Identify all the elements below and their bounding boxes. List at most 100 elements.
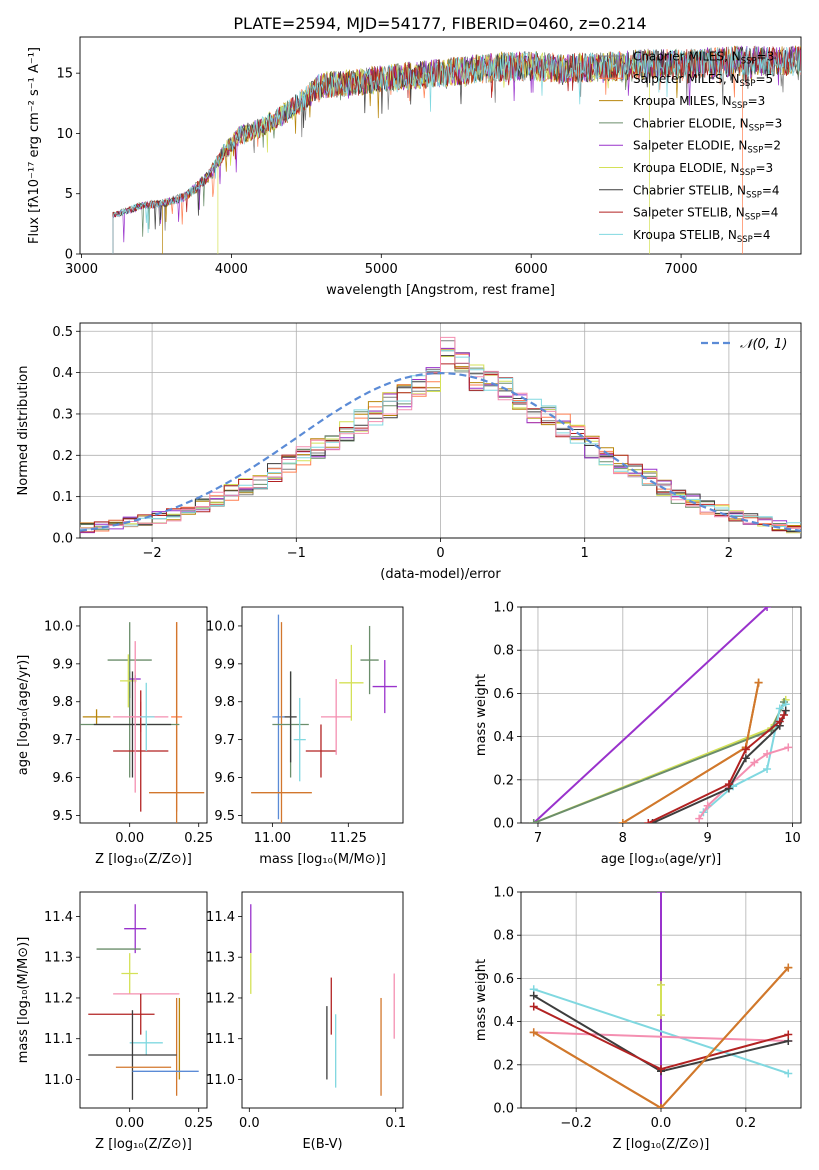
y-tick-label: 9.5 — [214, 809, 235, 824]
weight-marker — [763, 607, 772, 611]
weight-line — [533, 701, 785, 823]
x-tick-label: 5000 — [365, 262, 398, 277]
panel-residual_histogram: −2 −1 0 1 2 0.0 0.1 0.2 0.3 0.4 0.5 (data-model)/er… — [16, 322, 802, 582]
weight-line — [533, 988, 789, 1075]
y-axis-label: mass [log₁₀(M/M⊙)] — [16, 937, 31, 1064]
y-tick-label: 11.2 — [44, 991, 73, 1006]
x-tick-label: 0.0 — [651, 1116, 672, 1131]
weight-marker — [784, 963, 793, 972]
y-tick-label: 0.2 — [493, 773, 514, 788]
figure-title: PLATE=2594, MJD=54177, FIBERID=0460, z=0… — [233, 14, 646, 33]
panel-age_vs_mass: 11.00 11.25 9.5 9.6 9.7 9.8 9.9 10.0 mass [log₁₀… — [206, 606, 404, 867]
y-tick-label: 9.5 — [52, 809, 73, 824]
weight-line — [533, 966, 790, 1108]
weight-marker — [750, 758, 759, 767]
weight-marker — [529, 991, 538, 1000]
legend-suffix: =4 — [761, 206, 779, 220]
weight-marker — [741, 745, 750, 754]
axes-frame — [79, 606, 208, 824]
x-tick-label: 6000 — [515, 262, 548, 277]
legend-entry: Kroupa ELODIE, NSSP=3 — [633, 161, 773, 178]
y-tick-label: 11.2 — [206, 991, 235, 1006]
weight-marker — [703, 801, 712, 810]
axes-frame — [79, 36, 802, 255]
x-axis-label: mass [log₁₀(M/M⊙)] — [259, 852, 386, 867]
x-tick-label: 0.00 — [115, 1116, 144, 1131]
y-tick-label: 11.0 — [44, 1073, 73, 1088]
histogram-step — [80, 336, 801, 529]
y-tick-label: 9.8 — [214, 695, 235, 710]
axes-frame — [79, 891, 208, 1109]
weight-marker — [775, 704, 784, 713]
y-tick-label: 0.6 — [493, 972, 514, 987]
weight-marker — [695, 814, 704, 823]
x-tick-label: 8 — [619, 831, 627, 846]
x-tick-label: −0.2 — [560, 1116, 592, 1131]
y-axis-label: age [log₁₀(age/yr)] — [16, 655, 31, 776]
y-tick-label: 10 — [56, 127, 73, 142]
legend-subscript: SSP — [749, 123, 765, 133]
y-tick-label: 0.5 — [52, 325, 73, 340]
y-tick-label: 11.1 — [206, 1032, 235, 1047]
weight-marker — [763, 749, 772, 758]
x-tick-label: −1 — [287, 546, 306, 561]
plot-area — [529, 892, 793, 1108]
y-tick-label: 15 — [56, 67, 73, 82]
plot-area — [251, 614, 397, 823]
y-tick-label: 0.1 — [52, 490, 73, 505]
legend-subscript: SSP — [745, 213, 761, 223]
y-tick-label: 0.2 — [493, 1058, 514, 1073]
legend-subscript: SSP — [740, 79, 756, 89]
x-tick-label: −2 — [143, 546, 162, 561]
weight-marker — [618, 819, 627, 823]
panel-mass_vs_Z: 0.00 0.25 11.0 11.1 11.2 11.3 11.4 Z [log₁₀(Z/Z… — [16, 891, 213, 1152]
x-axis-label: wavelength [Angstrom, rest frame] — [326, 283, 555, 298]
legend-entry: Salpeter MILES, NSSP=5 — [633, 72, 773, 89]
x-tick-label: 1 — [581, 546, 589, 561]
plot-area — [529, 607, 793, 823]
y-tick-label: 11.1 — [44, 1032, 73, 1047]
weight-marker — [784, 743, 793, 752]
panel-mass_weight_vs_Z: −0.2 0.0 0.2 0.0 0.2 0.4 0.6 0.8 1.0 Z [log₁₀(Z/Z… — [474, 886, 802, 1152]
legend-suffix: =4 — [753, 228, 771, 242]
weight-marker — [781, 706, 790, 715]
x-axis-label: Z [log₁₀(Z/Z⊙)] — [95, 852, 192, 867]
x-tick-label: 11.25 — [330, 831, 367, 846]
y-axis-label: mass weight — [474, 674, 489, 756]
legend-entry: Kroupa MILES, NSSP=3 — [633, 94, 765, 111]
plot-area — [250, 904, 395, 1096]
weight-marker — [657, 1104, 665, 1108]
x-tick-label: 0.00 — [115, 831, 144, 846]
y-tick-label: 9.9 — [52, 657, 73, 672]
x-axis-label: age [log₁₀(age/yr)] — [601, 852, 722, 867]
y-tick-label: 0.2 — [52, 449, 73, 464]
x-tick-label: 7 — [534, 831, 542, 846]
legend-suffix: =3 — [765, 116, 783, 130]
x-tick-label: 0.0 — [239, 1116, 260, 1131]
x-tick-label: 4000 — [215, 262, 248, 277]
y-axis-label: Flux [fλ10⁻¹⁷ erg cm⁻² s⁻¹ A⁻¹] — [27, 47, 42, 244]
panel-mass_vs_ebv: 0.0 0.1 11.0 11.1 11.2 11.3 11.4 E(B-V) — [206, 891, 406, 1152]
axes-frame — [241, 891, 404, 1109]
legend-entry: Chabrier MILES, NSSP=3 — [633, 50, 774, 67]
y-tick-label: 0.8 — [493, 644, 514, 659]
legend-entry: Kroupa STELIB, NSSP=4 — [633, 228, 771, 245]
legend-suffix: =3 — [757, 50, 775, 64]
y-tick-label: 11.3 — [206, 951, 235, 966]
weight-marker — [657, 1011, 665, 1020]
x-tick-label: 11.00 — [254, 831, 291, 846]
weight-marker — [724, 780, 733, 789]
x-tick-label: 0 — [436, 546, 444, 561]
y-tick-label: 9.6 — [214, 771, 235, 786]
y-tick-label: 5 — [65, 187, 73, 202]
legend-subscript: SSP — [747, 146, 763, 156]
axes-frame — [520, 606, 802, 824]
x-tick-label: 3000 — [65, 262, 98, 277]
weight-marker — [644, 819, 653, 823]
legend-subscript: SSP — [741, 57, 757, 67]
y-tick-label: 0.0 — [493, 1102, 514, 1117]
legend-subscript: SSP — [732, 101, 748, 111]
y-axis-label: mass weight — [474, 959, 489, 1041]
axes-frame — [79, 322, 802, 539]
